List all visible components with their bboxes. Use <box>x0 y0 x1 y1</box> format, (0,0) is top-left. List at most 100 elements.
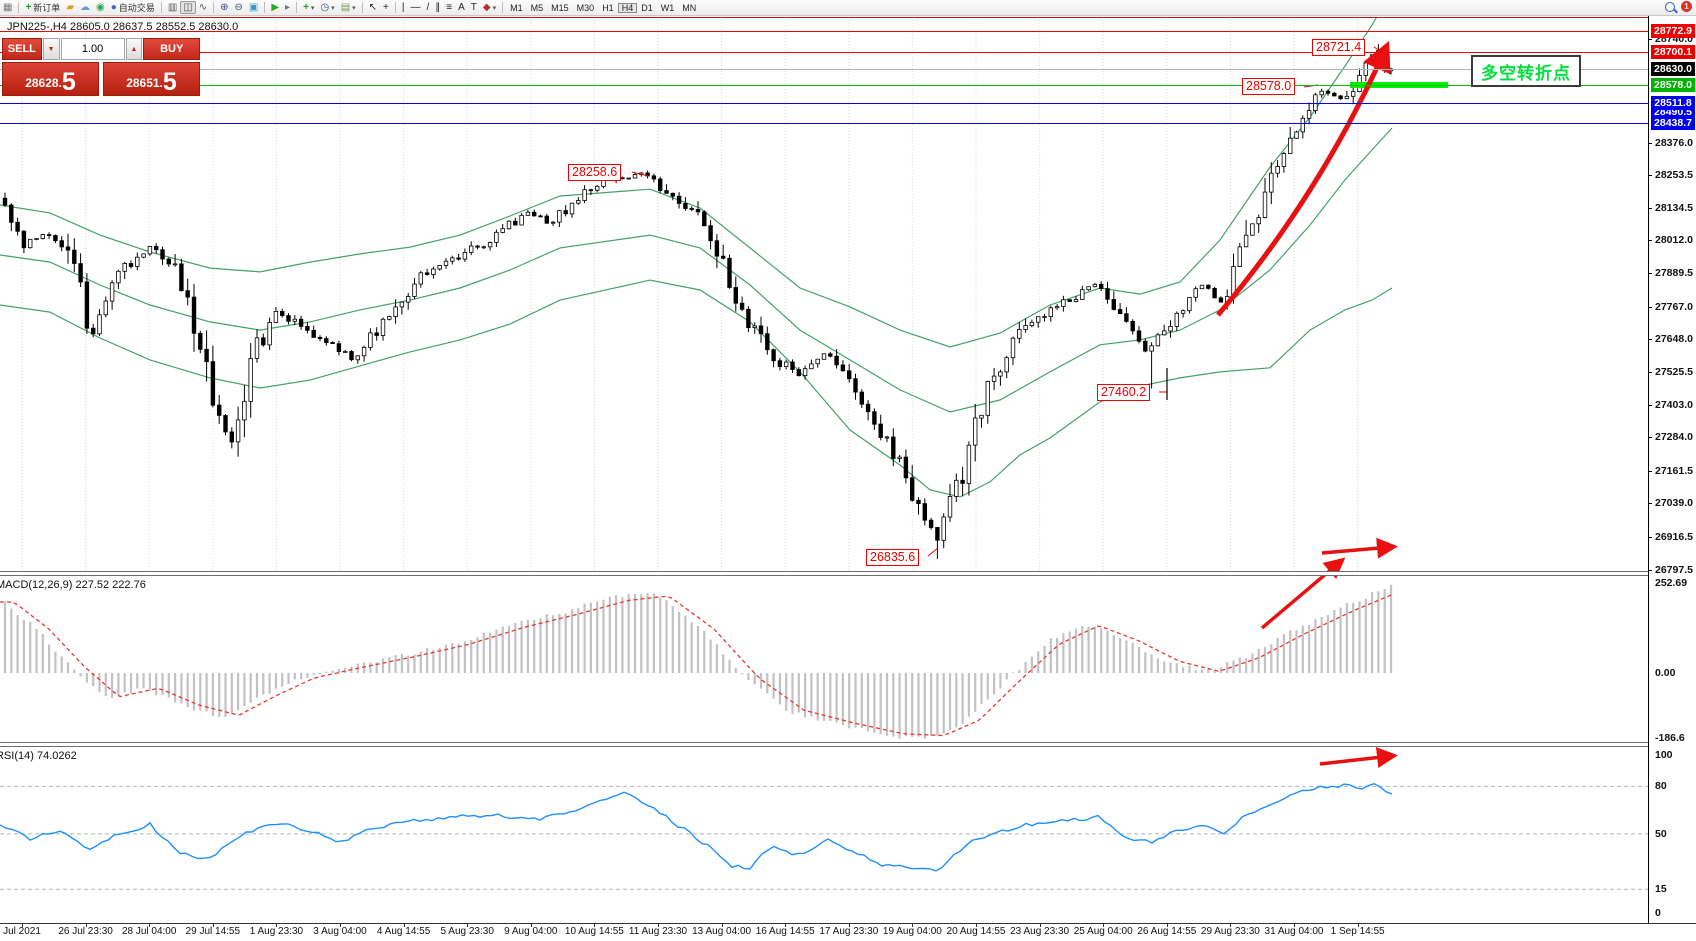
price-annotation-label[interactable]: 27460.2 <box>1097 384 1151 401</box>
cursor-button[interactable]: ↖ <box>368 1 378 13</box>
volume-up-button[interactable]: ▲ <box>125 38 143 60</box>
toolbar-separator <box>18 2 20 13</box>
periods-button[interactable]: ◷ ▾ <box>320 1 335 13</box>
one-click-trading-panel: SELL ▼ ▲ BUY 28628.5 28651.5 <box>2 38 200 98</box>
price-tick-mark <box>1648 372 1652 373</box>
timeframe-m30[interactable]: M30 <box>576 2 595 13</box>
timeframe-m5[interactable]: M5 <box>530 2 544 13</box>
rsi-axis-label: 100 <box>1655 749 1673 761</box>
chart-window-icon[interactable]: ▦ <box>3 1 13 13</box>
time-tick-mark <box>1167 923 1168 927</box>
trend-arrow-main[interactable] <box>1216 40 1391 317</box>
zoom-out-icon[interactable]: ⊖ <box>234 1 243 13</box>
autotrade-button[interactable]: ● 自动交易 <box>110 1 155 13</box>
candlestick-series <box>2 44 1394 559</box>
macd-axis-label: 0.00 <box>1655 667 1676 679</box>
time-tick-mark <box>213 923 214 927</box>
time-axis-label: 13 Aug 04:00 <box>692 926 752 937</box>
time-axis-label: 11 Aug 23:30 <box>628 926 688 937</box>
zoom-in-icon[interactable]: ⊕ <box>220 1 229 13</box>
volume-input[interactable] <box>60 38 125 60</box>
price-annotation-label[interactable]: 28578.0 <box>1242 78 1296 95</box>
crosshair-button[interactable]: + <box>383 1 389 13</box>
price-horizontal-line[interactable] <box>0 31 1648 32</box>
toolbar-separator <box>394 2 396 13</box>
rsi-arrow[interactable] <box>1319 747 1398 769</box>
timeframe-w1[interactable]: W1 <box>660 2 675 13</box>
rsi-panel-splitter[interactable] <box>0 742 1648 747</box>
price-horizontal-line[interactable] <box>0 123 1648 124</box>
price-tick-mark <box>1648 405 1652 406</box>
toolbar-separator <box>296 2 298 13</box>
notification-icon[interactable]: 1 <box>1681 1 1692 12</box>
timeframe-m15[interactable]: M15 <box>551 2 569 13</box>
trendline-button[interactable]: / <box>426 1 430 13</box>
time-tick-mark <box>86 923 87 927</box>
macd-axis-label: -186.6 <box>1655 732 1685 744</box>
signals-icon[interactable]: ◉ <box>96 1 105 13</box>
price-tick-mark <box>1648 307 1652 308</box>
price-tick-mark <box>1648 471 1652 472</box>
annotation-leader <box>927 547 939 557</box>
buy-button[interactable]: BUY <box>143 38 200 60</box>
chart-objects[interactable] <box>631 40 1448 769</box>
timeframe-h1[interactable]: H1 <box>602 2 614 13</box>
timeframe-m1[interactable]: M1 <box>510 2 523 13</box>
candlestick-chart-icon[interactable]: ◫ <box>180 1 196 14</box>
text-label-button[interactable]: T <box>470 1 477 13</box>
time-axis-label: 5 Aug 23:30 <box>440 926 494 937</box>
ask-price-box[interactable]: 28651. 5 <box>103 62 200 96</box>
time-tick-mark <box>722 923 723 927</box>
time-axis-label: 26 Aug 14:55 <box>1137 926 1197 937</box>
price-annotation-label[interactable]: 26835.6 <box>866 549 920 566</box>
price-tick-label: 27039.0 <box>1655 497 1693 509</box>
time-tick-mark <box>276 923 277 927</box>
time-axis-label: 19 Aug 04:00 <box>882 926 942 937</box>
equidistant-channel-button[interactable]: ∥ <box>435 1 441 13</box>
chart-shift-icon[interactable]: ▸ <box>285 1 291 13</box>
horizontal-line-button[interactable]: — <box>410 1 421 13</box>
toolbar-separator <box>213 2 215 13</box>
templates-button[interactable]: ▤ ▾ <box>340 1 356 13</box>
timeframe-h4[interactable]: H4 <box>617 2 638 13</box>
time-tick-mark <box>1294 923 1295 927</box>
turning-point-note[interactable]: 多空转折点 <box>1471 55 1581 87</box>
text-button[interactable]: A <box>458 1 465 13</box>
fibonacci-button[interactable]: ≡ <box>446 1 453 13</box>
autoscroll-icon[interactable]: ▶ <box>271 1 280 13</box>
price-horizontal-line[interactable] <box>0 17 1648 18</box>
bid-price: 28628. <box>25 76 62 90</box>
bid-price-box[interactable]: 28628. 5 <box>2 62 99 96</box>
price-annotation-label[interactable]: 28721.4 <box>1312 39 1366 56</box>
time-axis-label: 4 Aug 14:55 <box>376 926 431 937</box>
macd-panel <box>0 584 1393 739</box>
new-order-button[interactable]: + 新订单 <box>25 1 61 13</box>
price-horizontal-line[interactable] <box>0 52 1648 53</box>
sell-button[interactable]: SELL <box>2 38 42 60</box>
volume-down-button[interactable]: ▼ <box>42 38 60 60</box>
price-tick-mark <box>1648 437 1652 438</box>
line-chart-icon[interactable]: ∿ <box>198 1 208 13</box>
price-tick-label: 28376.0 <box>1655 137 1693 149</box>
price-line-badge: 28578.0 <box>1651 78 1695 92</box>
search-icon[interactable] <box>1665 1 1675 12</box>
time-axis-label: 25 Aug 04:00 <box>1073 926 1133 937</box>
arrows-button[interactable]: ◆ ▾ <box>482 1 497 13</box>
community-icon[interactable]: ☁ <box>80 1 91 13</box>
timeframe-mn[interactable]: MN <box>682 2 697 13</box>
vertical-line-button[interactable]: | <box>401 1 405 13</box>
macd-panel-splitter[interactable] <box>0 571 1648 576</box>
timeframe-d1[interactable]: D1 <box>641 2 653 13</box>
bar-chart-icon[interactable]: ▥ <box>167 1 178 13</box>
price-annotation-label[interactable]: 28258.6 <box>568 164 622 181</box>
deposit-icon[interactable]: ▰ <box>66 1 75 13</box>
tile-windows-icon[interactable]: ▣ <box>248 1 259 13</box>
price-horizontal-line[interactable] <box>0 103 1648 104</box>
price-horizontal-line[interactable] <box>0 69 1648 70</box>
macd-label: MACD(12,26,9) 227.52 222.76 <box>0 579 146 591</box>
price-horizontal-line[interactable] <box>0 85 1648 86</box>
time-axis-label: 17 Aug 23:30 <box>819 926 879 937</box>
time-axis-label: 20 Aug 14:55 <box>946 926 1006 937</box>
macd-arrow-flat[interactable] <box>1321 537 1398 559</box>
indicators-button[interactable]: + ▾ <box>303 1 315 13</box>
